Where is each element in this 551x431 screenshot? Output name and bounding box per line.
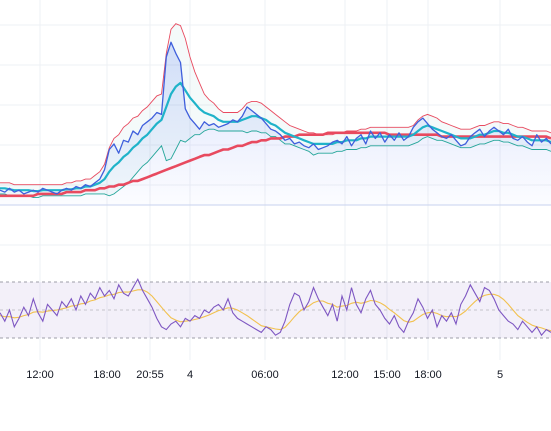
band-upper-line [0,23,551,186]
band-fill [0,23,551,198]
x-tick-label-5: 12:00 [331,369,359,381]
x-tick-label-6: 15:00 [373,369,401,381]
x-tick-label-4: 06:00 [251,369,279,381]
price-line [0,41,551,195]
oscillator-line [0,277,551,337]
x-tick-label-2: 20:55 [136,369,164,381]
oscillator-signal-line [0,289,551,332]
x-tick-label-0: 12:00 [26,369,54,381]
band-lower-line [0,128,551,199]
price-pane [0,23,551,206]
x-axis: 12:00 18:00 20:55 4 06:00 12:00 15:00 18:00 5 [26,369,503,381]
x-tick-label-1: 18:00 [93,369,121,381]
x-tick-label-8: 5 [497,369,503,381]
x-tick-label-3: 4 [187,369,193,381]
oscillator-pane [0,277,551,339]
x-tick-label-7: 18:00 [414,369,442,381]
slow-average-line [0,131,551,198]
price-area-fill [0,42,551,206]
